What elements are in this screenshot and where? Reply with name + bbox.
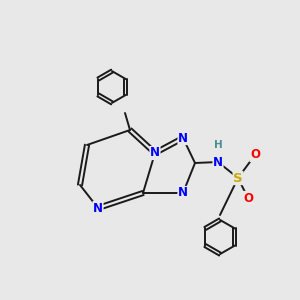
Text: N: N <box>93 202 103 214</box>
Text: O: O <box>250 148 260 161</box>
Text: N: N <box>178 187 188 200</box>
Text: N: N <box>150 146 160 160</box>
Text: H: H <box>214 140 222 150</box>
Text: N: N <box>213 155 223 169</box>
Text: S: S <box>233 172 243 184</box>
Text: N: N <box>178 131 188 145</box>
Text: O: O <box>243 191 253 205</box>
